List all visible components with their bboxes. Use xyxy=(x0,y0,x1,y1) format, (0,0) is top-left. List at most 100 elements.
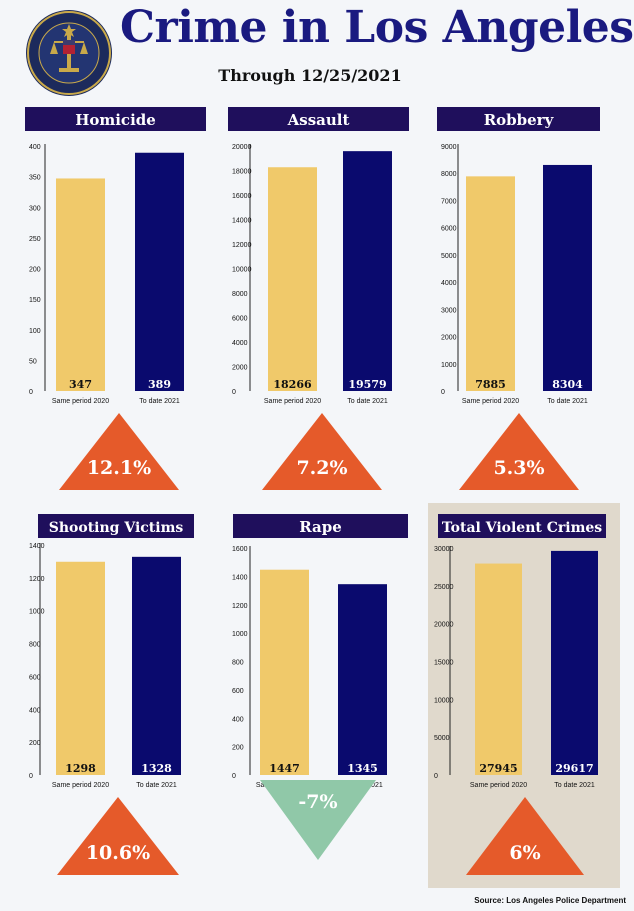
increase-triangle xyxy=(466,797,584,875)
chart-header-bar xyxy=(228,107,409,131)
chart-title: Homicide xyxy=(75,111,156,129)
y-tick-label: 50 xyxy=(29,358,37,365)
decrease-triangle xyxy=(260,780,376,860)
bar-same-period-2020 xyxy=(56,561,105,775)
bar-same-period-2020 xyxy=(466,176,515,391)
y-tick-label: 1000 xyxy=(232,631,248,638)
y-tick-label: 2000 xyxy=(232,365,248,372)
y-tick-label: 1600 xyxy=(232,546,248,553)
y-tick-label: 20000 xyxy=(232,144,252,151)
lapd-seal-graphic xyxy=(27,11,111,95)
bar-value-label: 18266 xyxy=(273,378,312,391)
bar-same-period-2020 xyxy=(268,167,317,391)
y-tick-label: 5000 xyxy=(441,253,457,260)
increase-triangle xyxy=(57,797,179,875)
y-tick-label: 400 xyxy=(232,716,244,723)
chart-title: Assault xyxy=(287,111,350,129)
chart-header-bar xyxy=(25,107,206,131)
chart-header-bar xyxy=(437,107,600,131)
bar-to-date-2021 xyxy=(135,152,184,391)
chart-header-bar xyxy=(438,514,606,538)
x-category-label: To date 2021 xyxy=(139,398,180,405)
percent-change-label: 10.6% xyxy=(86,842,150,864)
y-tick-label: 10000 xyxy=(434,697,454,704)
y-tick-label: 0 xyxy=(232,773,236,780)
bar-same-period-2020 xyxy=(260,569,309,775)
y-tick-label: 30000 xyxy=(434,546,454,553)
y-tick-label: 2000 xyxy=(441,335,457,342)
x-category-label: Same period 2020 xyxy=(52,782,109,789)
bar-value-label: 19579 xyxy=(348,378,386,391)
bar-value-label: 1328 xyxy=(141,762,172,775)
bar-value-label: 1298 xyxy=(65,762,96,775)
x-category-label: To date 2021 xyxy=(554,782,595,789)
y-tick-label: 12000 xyxy=(232,242,252,249)
y-tick-label: 25000 xyxy=(434,584,454,591)
bar-to-date-2021 xyxy=(343,151,392,391)
y-tick-label: 1200 xyxy=(29,576,45,583)
chart-panel-assault: Assault 0 2000 4000 6000 8000 10000 12000 14000 1… xyxy=(228,107,409,490)
increase-triangle xyxy=(262,413,382,490)
y-tick-label: 1400 xyxy=(232,574,248,581)
y-tick-label: 400 xyxy=(29,707,41,714)
y-tick-label: 5000 xyxy=(434,735,450,742)
percent-change-label: 6% xyxy=(509,842,540,864)
y-tick-label: 20000 xyxy=(434,622,454,629)
y-tick-label: 600 xyxy=(29,674,41,681)
y-tick-label: 1000 xyxy=(441,362,457,369)
bar-value-label: 1447 xyxy=(269,762,300,775)
y-tick-label: 0 xyxy=(29,773,33,780)
y-tick-label: 800 xyxy=(232,660,244,667)
y-tick-label: 18000 xyxy=(232,169,252,176)
chart-header-bar xyxy=(233,514,408,538)
y-tick-label: 200 xyxy=(29,267,41,274)
percent-change-label: 7.2% xyxy=(296,457,347,479)
y-tick-label: 150 xyxy=(29,297,41,304)
y-tick-label: 10000 xyxy=(232,267,252,274)
bar-value-label: 1345 xyxy=(347,762,378,775)
chart-title: Total Violent Crimes xyxy=(442,520,602,536)
bar-same-period-2020 xyxy=(475,563,522,775)
y-tick-label: 1400 xyxy=(29,543,45,550)
y-tick-label: 16000 xyxy=(232,193,252,200)
y-tick-label: 200 xyxy=(232,745,244,752)
percent-change-label: 12.1% xyxy=(87,457,151,479)
y-tick-label: 8000 xyxy=(441,171,457,178)
increase-triangle xyxy=(59,413,179,490)
chart-title: Shooting Victims xyxy=(49,520,184,536)
y-tick-label: 200 xyxy=(29,740,41,747)
percent-change-label: -7% xyxy=(298,791,337,813)
page-subtitle: Through 12/25/2021 xyxy=(218,66,402,85)
chart-panel-robbery: Robbery 0 1000 2000 3000 4000 5000 6000 7000 8000… xyxy=(437,107,600,490)
x-category-label: Same period 2020 xyxy=(264,398,321,405)
y-tick-label: 9000 xyxy=(441,144,457,151)
y-tick-label: 800 xyxy=(29,642,41,649)
y-tick-label: 4000 xyxy=(232,340,248,347)
bar-value-label: 8304 xyxy=(552,378,583,391)
bar-value-label: 27945 xyxy=(479,762,517,775)
y-tick-label: 3000 xyxy=(441,307,457,314)
bar-same-period-2020 xyxy=(56,178,105,391)
source-note: Source: Los Angeles Police Department xyxy=(474,896,626,905)
y-tick-label: 600 xyxy=(232,688,244,695)
lapd-seal-logo xyxy=(26,10,112,96)
page-title: Crime in Los Angeles xyxy=(120,2,634,53)
x-category-label: Same period 2020 xyxy=(470,782,527,789)
y-tick-label: 1000 xyxy=(29,609,45,616)
chart-title: Rape xyxy=(299,518,342,536)
y-tick-label: 350 xyxy=(29,175,41,182)
y-tick-label: 4000 xyxy=(441,280,457,287)
y-tick-label: 7000 xyxy=(441,198,457,205)
bar-value-label: 389 xyxy=(148,378,171,391)
chart-panel-total-violent-crimes: Total Violent Crimes 0 5000 10000 15000 20000… xyxy=(434,514,606,875)
y-tick-label: 6000 xyxy=(441,226,457,233)
y-tick-label: 400 xyxy=(29,144,41,151)
y-tick-label: 250 xyxy=(29,236,41,243)
chart-header-bar xyxy=(38,514,194,538)
y-tick-label: 6000 xyxy=(232,316,248,323)
y-tick-label: 8000 xyxy=(232,291,248,298)
bar-to-date-2021 xyxy=(551,550,598,775)
y-tick-label: 15000 xyxy=(434,660,454,667)
bar-to-date-2021 xyxy=(543,164,592,391)
